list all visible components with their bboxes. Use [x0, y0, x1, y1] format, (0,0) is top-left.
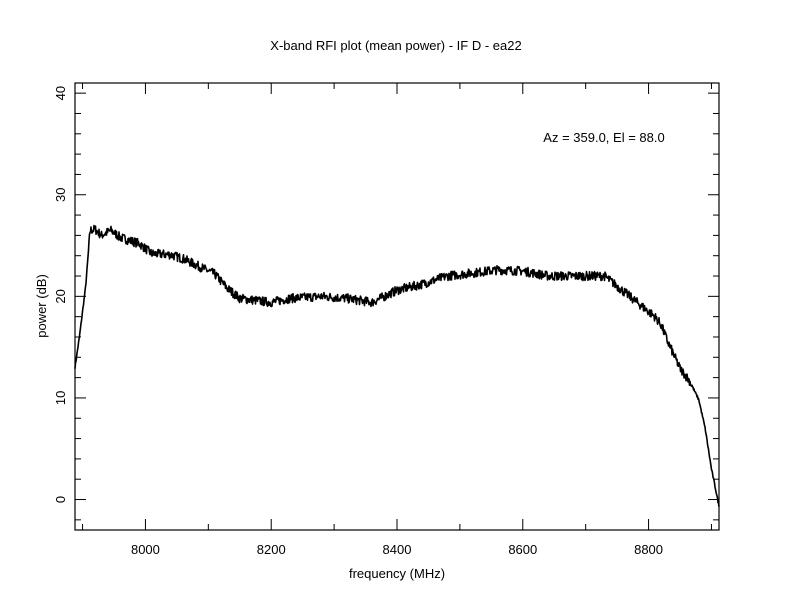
- x-axis-label: frequency (MHz): [349, 566, 445, 581]
- x-tick-label: 8800: [634, 542, 663, 557]
- x-tick-label: 8600: [508, 542, 537, 557]
- y-tick-label: 10: [53, 391, 68, 405]
- axis-ticks: [75, 83, 719, 530]
- y-tick-label: 40: [53, 86, 68, 100]
- y-tick-labels: 0 10 20 30 40: [53, 86, 68, 503]
- y-tick-label: 20: [53, 289, 68, 303]
- y-axis-label: power (dB): [34, 274, 49, 338]
- x-tick-label: 8000: [131, 542, 160, 557]
- annotation-az-el: Az = 359.0, El = 88.0: [543, 130, 664, 145]
- y-tick-label: 30: [53, 188, 68, 202]
- y-tick-label: 0: [53, 496, 68, 503]
- x-tick-label: 8200: [257, 542, 286, 557]
- x-tick-labels: 8000 8200 8400 8600 8800: [131, 542, 663, 557]
- series-line-mean-power: [74, 224, 720, 507]
- plot-frame: [74, 82, 720, 531]
- x-tick-label: 8400: [383, 542, 412, 557]
- chart-title: X-band RFI plot (mean power) - IF D - ea…: [270, 38, 521, 53]
